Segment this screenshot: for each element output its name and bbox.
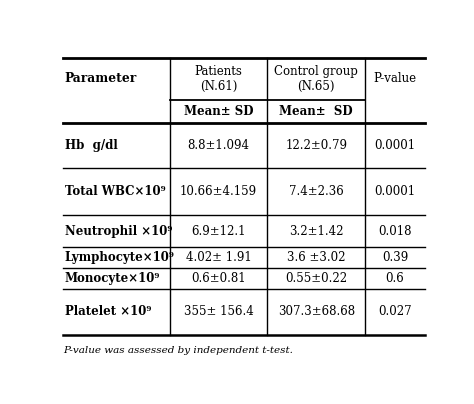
Text: Hb  g/dl: Hb g/dl (65, 139, 118, 152)
Text: 0.0001: 0.0001 (374, 139, 416, 152)
Text: Control group
(N.65): Control group (N.65) (274, 65, 358, 93)
Text: Mean±  SD: Mean± SD (279, 105, 353, 118)
Text: 0.018: 0.018 (378, 225, 411, 238)
Text: Neutrophil ×10⁹: Neutrophil ×10⁹ (65, 225, 172, 238)
Text: Lymphocyte×10⁹: Lymphocyte×10⁹ (65, 251, 175, 264)
Text: P-value was assessed by independent t-test.: P-value was assessed by independent t-te… (63, 346, 293, 355)
Text: Mean± SD: Mean± SD (184, 105, 253, 118)
Text: 7.4±2.36: 7.4±2.36 (289, 185, 344, 198)
Text: 0.0001: 0.0001 (374, 185, 416, 198)
Text: 12.2±0.79: 12.2±0.79 (285, 139, 347, 152)
Text: Total WBC×10⁹: Total WBC×10⁹ (65, 185, 165, 198)
Text: 10.66±4.159: 10.66±4.159 (180, 185, 257, 198)
Text: 0.55±0.22: 0.55±0.22 (285, 272, 347, 285)
Text: 0.6: 0.6 (385, 272, 404, 285)
Text: 4.02± 1.91: 4.02± 1.91 (186, 251, 251, 264)
Text: 6.9±12.1: 6.9±12.1 (191, 225, 246, 238)
Text: 355± 156.4: 355± 156.4 (183, 305, 254, 318)
Text: P-value: P-value (374, 72, 417, 85)
Text: 3.6 ±3.02: 3.6 ±3.02 (287, 251, 346, 264)
Text: 3.2±1.42: 3.2±1.42 (289, 225, 344, 238)
Text: 8.8±1.094: 8.8±1.094 (188, 139, 249, 152)
Text: Patients
(N.61): Patients (N.61) (195, 65, 243, 93)
Text: 0.027: 0.027 (378, 305, 412, 318)
Text: Monocyte×10⁹: Monocyte×10⁹ (65, 272, 160, 285)
Text: 0.39: 0.39 (382, 251, 408, 264)
Text: Platelet ×10⁹: Platelet ×10⁹ (65, 305, 151, 318)
Text: Parameter: Parameter (65, 72, 137, 85)
Text: 0.6±0.81: 0.6±0.81 (191, 272, 246, 285)
Text: 307.3±68.68: 307.3±68.68 (278, 305, 355, 318)
